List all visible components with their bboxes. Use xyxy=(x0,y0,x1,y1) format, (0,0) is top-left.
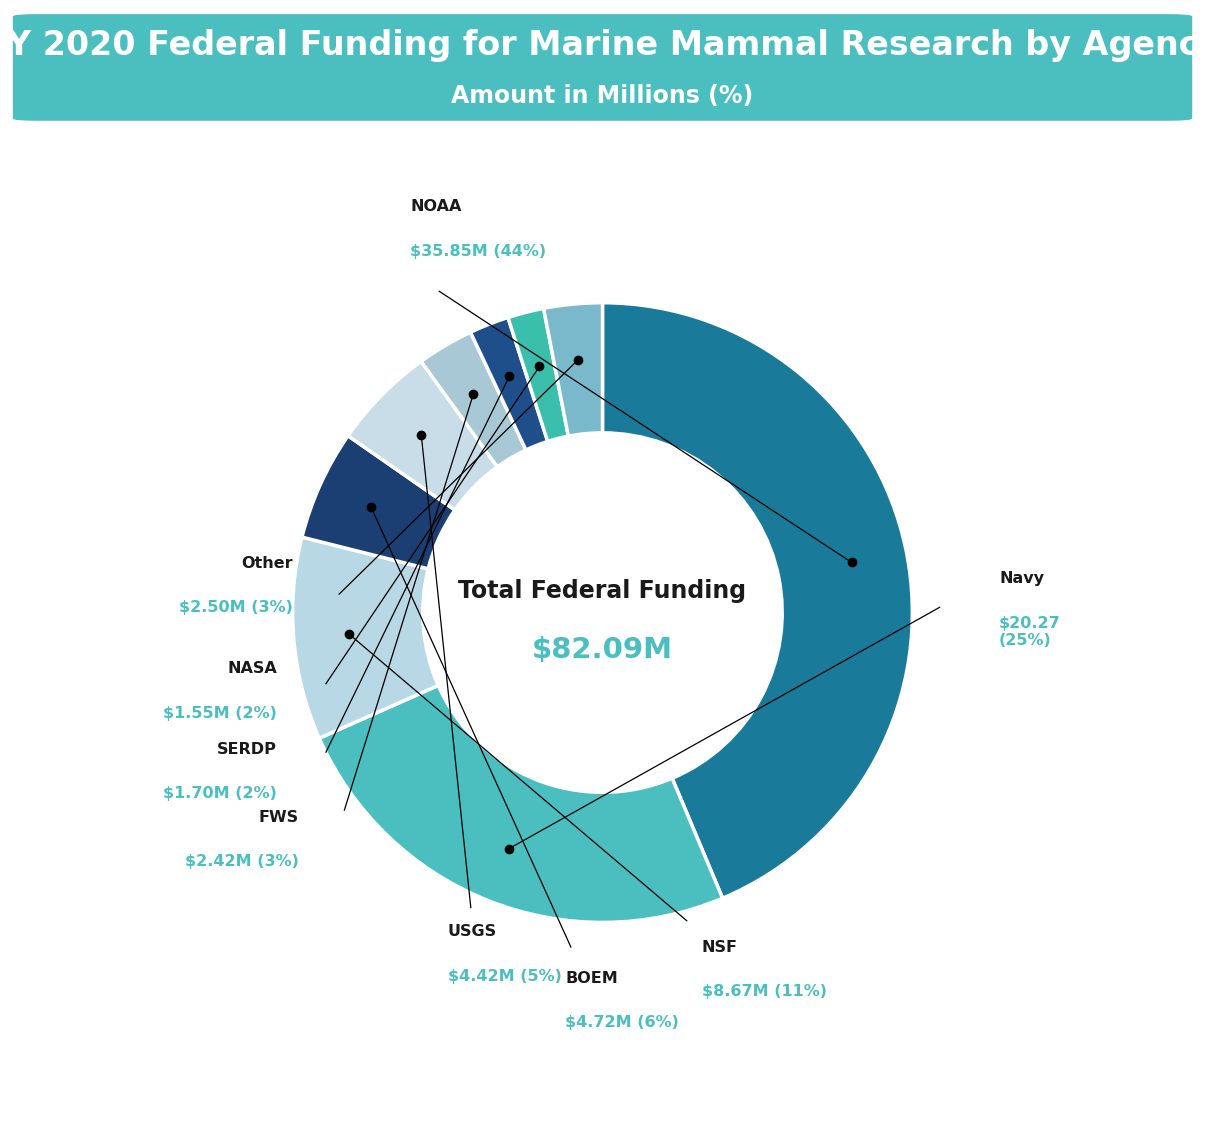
Text: BOEM: BOEM xyxy=(565,971,618,986)
Wedge shape xyxy=(319,686,723,923)
Text: FY 2020 Federal Funding for Marine Mammal Research by Agency: FY 2020 Federal Funding for Marine Mamma… xyxy=(0,29,1205,62)
Text: Amount in Millions (%): Amount in Millions (%) xyxy=(452,84,753,108)
Wedge shape xyxy=(293,537,439,738)
FancyBboxPatch shape xyxy=(13,15,1192,120)
Text: $82.09M: $82.09M xyxy=(531,636,674,664)
Text: $20.27
(25%): $20.27 (25%) xyxy=(999,616,1060,649)
Text: USGS: USGS xyxy=(447,924,496,940)
Text: SERDP: SERDP xyxy=(217,742,277,756)
Text: $1.55M (2%): $1.55M (2%) xyxy=(163,706,277,720)
Text: Navy: Navy xyxy=(999,571,1044,587)
Text: Other: Other xyxy=(241,555,293,571)
Text: $4.72M (6%): $4.72M (6%) xyxy=(565,1015,680,1031)
Text: NOAA: NOAA xyxy=(411,199,462,215)
Text: $2.42M (3%): $2.42M (3%) xyxy=(184,854,299,869)
Text: NASA: NASA xyxy=(228,661,277,677)
Wedge shape xyxy=(348,361,498,510)
Text: $2.50M (3%): $2.50M (3%) xyxy=(178,600,293,615)
Text: FWS: FWS xyxy=(259,809,299,825)
Text: $8.67M (11%): $8.67M (11%) xyxy=(701,985,827,999)
Wedge shape xyxy=(509,308,569,442)
Wedge shape xyxy=(543,302,602,436)
Wedge shape xyxy=(421,333,525,466)
Text: Total Federal Funding: Total Federal Funding xyxy=(458,579,747,602)
Wedge shape xyxy=(302,436,455,569)
Wedge shape xyxy=(470,317,548,450)
Text: $4.42M (5%): $4.42M (5%) xyxy=(447,969,562,984)
Wedge shape xyxy=(602,302,912,898)
Text: $1.70M (2%): $1.70M (2%) xyxy=(163,786,277,801)
Text: $35.85M (44%): $35.85M (44%) xyxy=(411,244,547,259)
Text: NSF: NSF xyxy=(701,940,737,955)
